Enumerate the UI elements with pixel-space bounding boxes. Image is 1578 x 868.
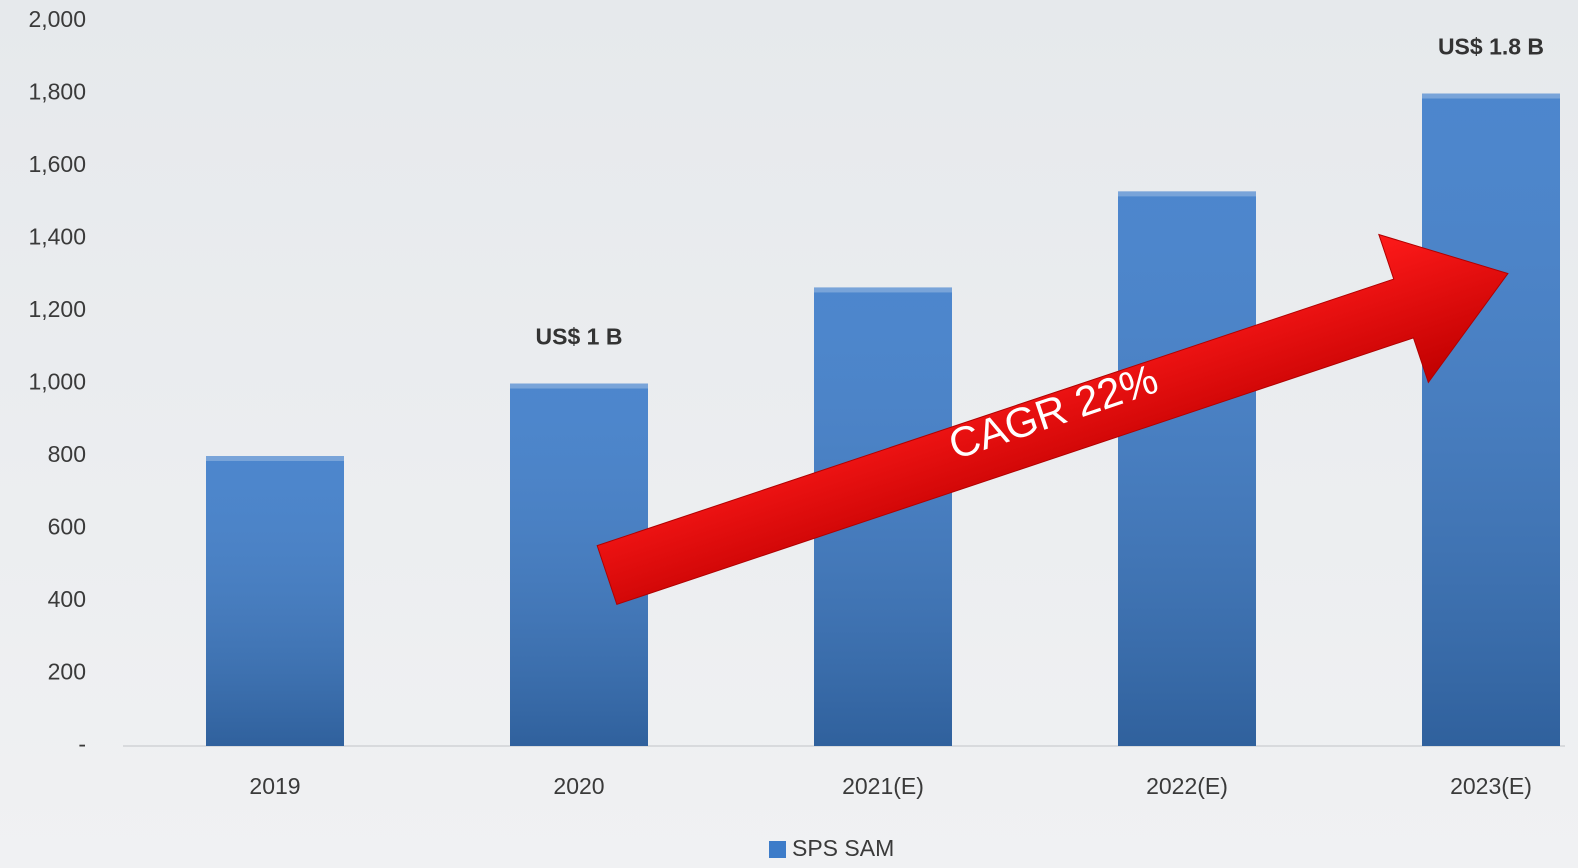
y-tick-label: 1,800 — [28, 79, 86, 105]
y-tick-label: 1,400 — [28, 224, 86, 250]
y-tick-label: 600 — [48, 514, 86, 540]
y-tick-label: 1,000 — [28, 369, 86, 395]
bar-shade — [206, 456, 344, 746]
bar-bevel — [1118, 191, 1256, 197]
plot: - 200 400 600 800 1,000 1,200 1,400 1,600 1,800 2,… — [28, 6, 1565, 799]
bar-bevel — [1422, 93, 1560, 99]
y-tick-label: 1,600 — [28, 151, 86, 177]
arrow-shape — [596, 233, 1509, 606]
x-tick-label: 2022(E) — [1146, 773, 1228, 799]
y-tick-label: - — [78, 731, 86, 757]
x-tick-label: 2021(E) — [842, 773, 924, 799]
y-tick-label: 1,200 — [28, 296, 86, 322]
bar-bevel — [510, 383, 648, 389]
x-tick-label: 2023(E) — [1450, 773, 1532, 799]
y-tick-label: 200 — [48, 659, 86, 685]
value-label: US$ 1 B — [536, 324, 623, 350]
bar-shade — [1118, 191, 1256, 746]
y-tick-label: 2,000 — [28, 6, 86, 32]
y-tick-label: 800 — [48, 441, 86, 467]
x-tick-label: 2019 — [249, 773, 300, 799]
x-tick-label: 2020 — [553, 773, 604, 799]
y-tick-label: 400 — [48, 586, 86, 612]
bar-shade — [1422, 93, 1560, 746]
bar-bevel — [814, 287, 952, 293]
bar-bevel — [206, 456, 344, 461]
legend-label: SPS SAM — [792, 835, 894, 861]
value-label: US$ 1.8 B — [1438, 34, 1544, 60]
legend-swatch — [769, 841, 786, 858]
